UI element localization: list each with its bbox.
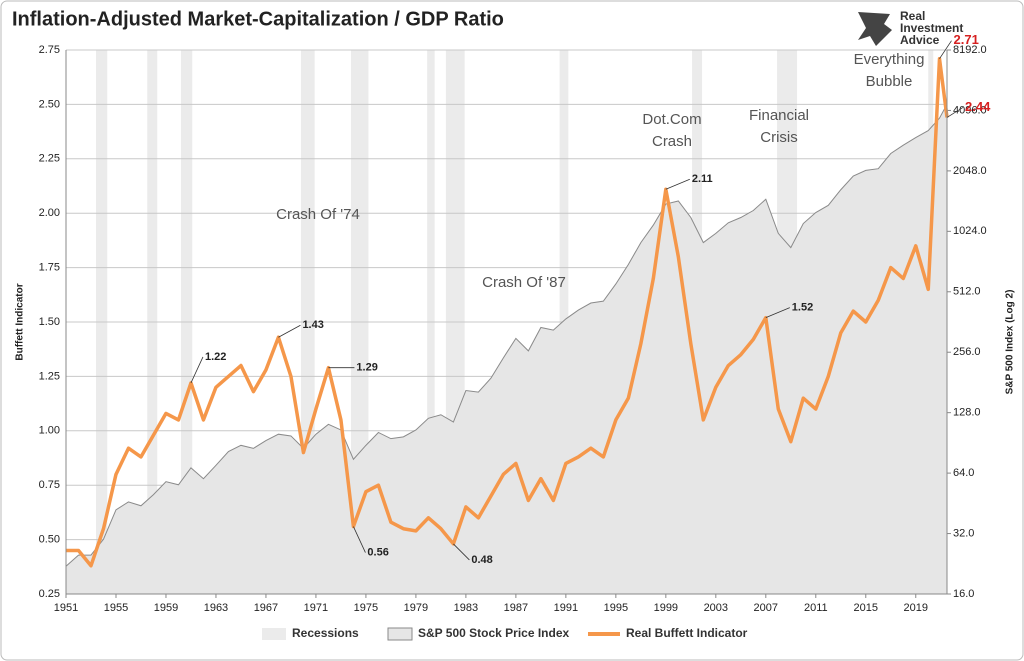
y-tick-label: 0.25 bbox=[39, 588, 60, 600]
logo bbox=[858, 12, 892, 46]
point-label: 1.22 bbox=[205, 351, 226, 363]
legend-label: Recessions bbox=[292, 626, 359, 640]
label-leader bbox=[453, 543, 470, 561]
y2-tick-label: 512.0 bbox=[953, 286, 981, 298]
legend-label: S&P 500 Stock Price Index bbox=[418, 626, 570, 640]
y2-tick-label: 8192.0 bbox=[953, 44, 987, 56]
buffett-line bbox=[66, 56, 949, 568]
legend-swatch bbox=[387, 627, 413, 641]
x-tick-label: 1987 bbox=[504, 602, 528, 614]
point-label: 1.43 bbox=[302, 319, 323, 331]
point-label: 1.52 bbox=[792, 302, 813, 314]
point-label: 2.44 bbox=[965, 99, 991, 114]
point-label: 2.11 bbox=[692, 173, 713, 185]
label-leader bbox=[278, 324, 301, 338]
y2-tick-label: 256.0 bbox=[953, 346, 981, 358]
point-label: 2.71 bbox=[954, 32, 979, 47]
y2-tick-label: 1024.0 bbox=[953, 225, 987, 237]
y2-tick-label: 4096.0 bbox=[953, 104, 987, 116]
sp500-area bbox=[65, 103, 948, 595]
label-leader bbox=[190, 356, 204, 384]
x-tick-label: 1951 bbox=[54, 602, 78, 614]
point-label: 0.48 bbox=[471, 554, 492, 566]
annotation: Dot.Com bbox=[642, 111, 701, 128]
x-tick-label: 1999 bbox=[654, 602, 678, 614]
y-tick-label: 2.25 bbox=[39, 153, 60, 165]
y-tick-label: 0.50 bbox=[39, 534, 60, 546]
label-leader bbox=[665, 178, 690, 190]
x-tick-label: 1979 bbox=[404, 602, 428, 614]
y-tick-label: 2.50 bbox=[39, 98, 60, 110]
y2-tick-label: 16.0 bbox=[953, 588, 974, 600]
logo-text: Advice bbox=[900, 33, 940, 47]
y-tick-label: 2.00 bbox=[39, 207, 60, 219]
chart-title: Inflation-Adjusted Market-Capitalization… bbox=[12, 8, 504, 30]
y-tick-label: 1.75 bbox=[39, 262, 60, 274]
point-label: 0.56 bbox=[367, 546, 388, 558]
y-tick-label: 1.25 bbox=[39, 370, 60, 382]
logo-text: Real bbox=[900, 9, 925, 23]
x-tick-label: 2015 bbox=[854, 602, 878, 614]
x-tick-label: 1967 bbox=[254, 602, 278, 614]
point-label: 1.29 bbox=[356, 362, 377, 374]
annotation: Financial bbox=[749, 107, 809, 124]
x-tick-label: 1971 bbox=[304, 602, 328, 614]
y-tick-label: 2.75 bbox=[39, 44, 60, 56]
x-tick-label: 1991 bbox=[554, 602, 578, 614]
legend-label: Real Buffett Indicator bbox=[626, 626, 748, 640]
logo-mark bbox=[858, 12, 892, 46]
label-leader bbox=[353, 526, 366, 553]
y2-tick-label: 64.0 bbox=[953, 467, 974, 479]
annotation: Crash bbox=[652, 133, 692, 150]
x-tick-label: 1959 bbox=[154, 602, 178, 614]
x-tick-label: 1995 bbox=[604, 602, 628, 614]
x-tick-label: 1955 bbox=[104, 602, 128, 614]
annotation: Crisis bbox=[760, 129, 798, 146]
y2-axis-title: S&P 500 Index (Log 2) bbox=[1005, 290, 1016, 395]
logo-text: Investment bbox=[900, 21, 963, 35]
annotation: Crash Of '74 bbox=[276, 206, 360, 223]
label-leader bbox=[946, 107, 964, 118]
x-tick-label: 1983 bbox=[454, 602, 478, 614]
y-tick-label: 0.75 bbox=[39, 479, 60, 491]
y-axis-title: Buffett Indicator bbox=[15, 283, 26, 360]
x-tick-label: 1963 bbox=[204, 602, 228, 614]
x-tick-label: 2003 bbox=[704, 602, 728, 614]
x-tick-label: 1975 bbox=[354, 602, 378, 614]
annotation: Everything bbox=[854, 51, 925, 68]
x-tick-label: 2007 bbox=[754, 602, 778, 614]
x-tick-label: 2011 bbox=[804, 602, 828, 614]
label-leader bbox=[939, 40, 952, 59]
y2-tick-label: 2048.0 bbox=[953, 165, 987, 177]
legend-swatch bbox=[262, 628, 286, 640]
annotation: Bubble bbox=[866, 73, 913, 90]
label-leader bbox=[765, 307, 790, 319]
y2-tick-label: 32.0 bbox=[953, 527, 974, 539]
y-tick-label: 1.50 bbox=[39, 316, 60, 328]
annotation: Crash Of '87 bbox=[482, 274, 566, 291]
y-tick-label: 1.00 bbox=[39, 425, 60, 437]
y2-tick-label: 128.0 bbox=[953, 407, 981, 419]
x-tick-label: 2019 bbox=[904, 602, 928, 614]
